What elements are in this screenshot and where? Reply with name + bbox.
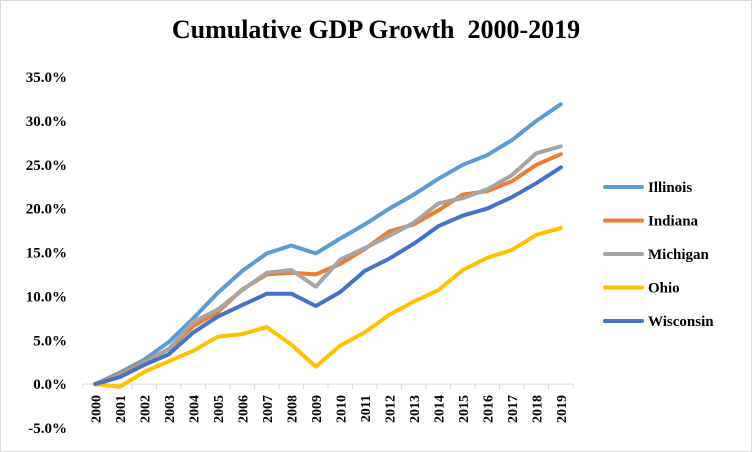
x-tick-label: 2013 [408, 395, 423, 423]
legend-label-ohio: Ohio [648, 281, 680, 297]
chart-title: Cumulative GDP Growth 2000-2019 [171, 15, 581, 44]
y-axis: -5.0% 0.0% 5.0% 10.0% 15.0% 20.0% 25.0% 30.0% 35… [26, 70, 67, 437]
series-line-ohio [93, 225, 563, 389]
y-tick-label: 25.0% [26, 158, 67, 174]
y-tick-label: 20.0% [26, 202, 67, 218]
x-tick-label: 2003 [163, 395, 178, 423]
x-tick-label: 2004 [187, 395, 202, 423]
legend-label-michigan: Michigan [648, 247, 709, 263]
y-tick-label: 0.0% [33, 377, 67, 393]
x-tick-label: 2017 [506, 395, 521, 423]
series-line-illinois [93, 102, 563, 387]
x-tick-label: 2012 [383, 395, 398, 423]
y-tick-label: -5.0% [28, 421, 67, 437]
y-tick-label: 10.0% [26, 289, 67, 305]
y-tick-label: 35.0% [26, 70, 67, 86]
x-tick-label: 2001 [114, 395, 129, 423]
x-tick-label: 2002 [138, 395, 153, 423]
legend: Illinois Indiana Michigan Ohio Wisconsin [603, 180, 714, 330]
x-tick-label: 2019 [555, 395, 570, 423]
x-axis: 2000 2001 2002 2003 2004 2005 2006 2007 2008 2009… [82, 383, 574, 423]
x-tick-label: 2010 [334, 395, 349, 423]
x-tick-label: 2006 [236, 395, 251, 423]
series-line-michigan [93, 144, 563, 387]
series-lines [93, 102, 563, 389]
x-tick-label: 2018 [530, 395, 545, 423]
y-tick-label: 5.0% [33, 333, 67, 349]
y-tick-label: 30.0% [26, 114, 67, 130]
x-tick-label: 2000 [89, 395, 104, 423]
x-tick-label: 2009 [310, 395, 325, 423]
x-tick-label: 2011 [359, 395, 374, 422]
series-line-wisconsin [93, 165, 563, 387]
x-tick-label: 2015 [457, 395, 472, 423]
x-tick-label: 2014 [432, 395, 447, 423]
x-tick-label: 2016 [481, 395, 496, 423]
y-tick-label: 15.0% [26, 246, 67, 262]
x-tick-label: 2005 [212, 395, 227, 423]
x-tick-label: 2007 [261, 395, 276, 423]
legend-label-indiana: Indiana [648, 214, 699, 230]
x-tick-label: 2008 [285, 395, 300, 423]
legend-label-wisconsin: Wisconsin [648, 314, 714, 330]
legend-label-illinois: Illinois [648, 180, 692, 196]
